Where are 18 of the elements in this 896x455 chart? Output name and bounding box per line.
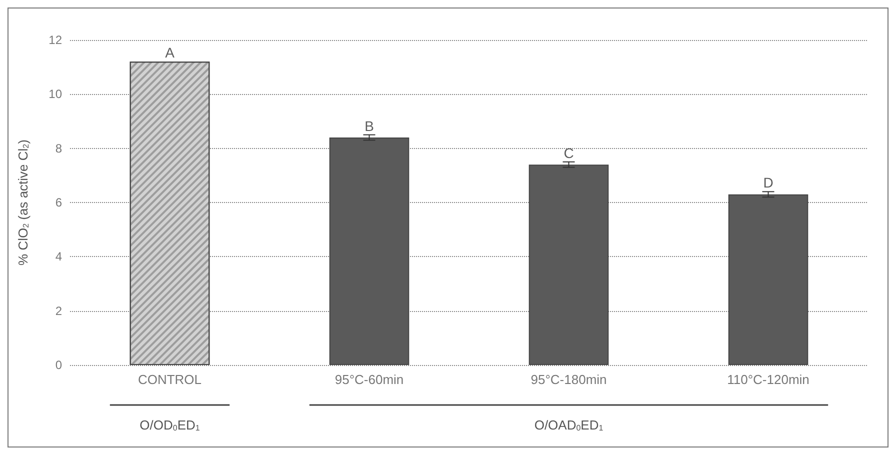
- x-tick-label: 110°C-120min: [727, 372, 810, 387]
- annotation: D: [763, 174, 774, 191]
- annotation: B: [364, 118, 374, 134]
- y-tick-label: 0: [55, 358, 62, 372]
- x-tick-label: CONTROL: [138, 372, 202, 387]
- x-tick-label: 95°C-180min: [530, 372, 607, 387]
- text: O/OD0ED1: [140, 418, 200, 432]
- y-tick-label: 10: [48, 87, 62, 102]
- text: O/OAD0ED1: [534, 418, 604, 432]
- annotation: C: [564, 144, 574, 161]
- y-axis-title: % ClO2 (as active Cl2): [16, 140, 30, 266]
- y-tick-label: 6: [55, 196, 62, 210]
- y-tick-label: 4: [55, 250, 62, 264]
- y-tick-label: 2: [55, 304, 62, 318]
- x-tick-label: 95°C-60min: [334, 372, 404, 387]
- annotation: A: [165, 44, 176, 61]
- y-tick-label: 12: [48, 33, 62, 47]
- y-tick-label: 8: [55, 141, 62, 156]
